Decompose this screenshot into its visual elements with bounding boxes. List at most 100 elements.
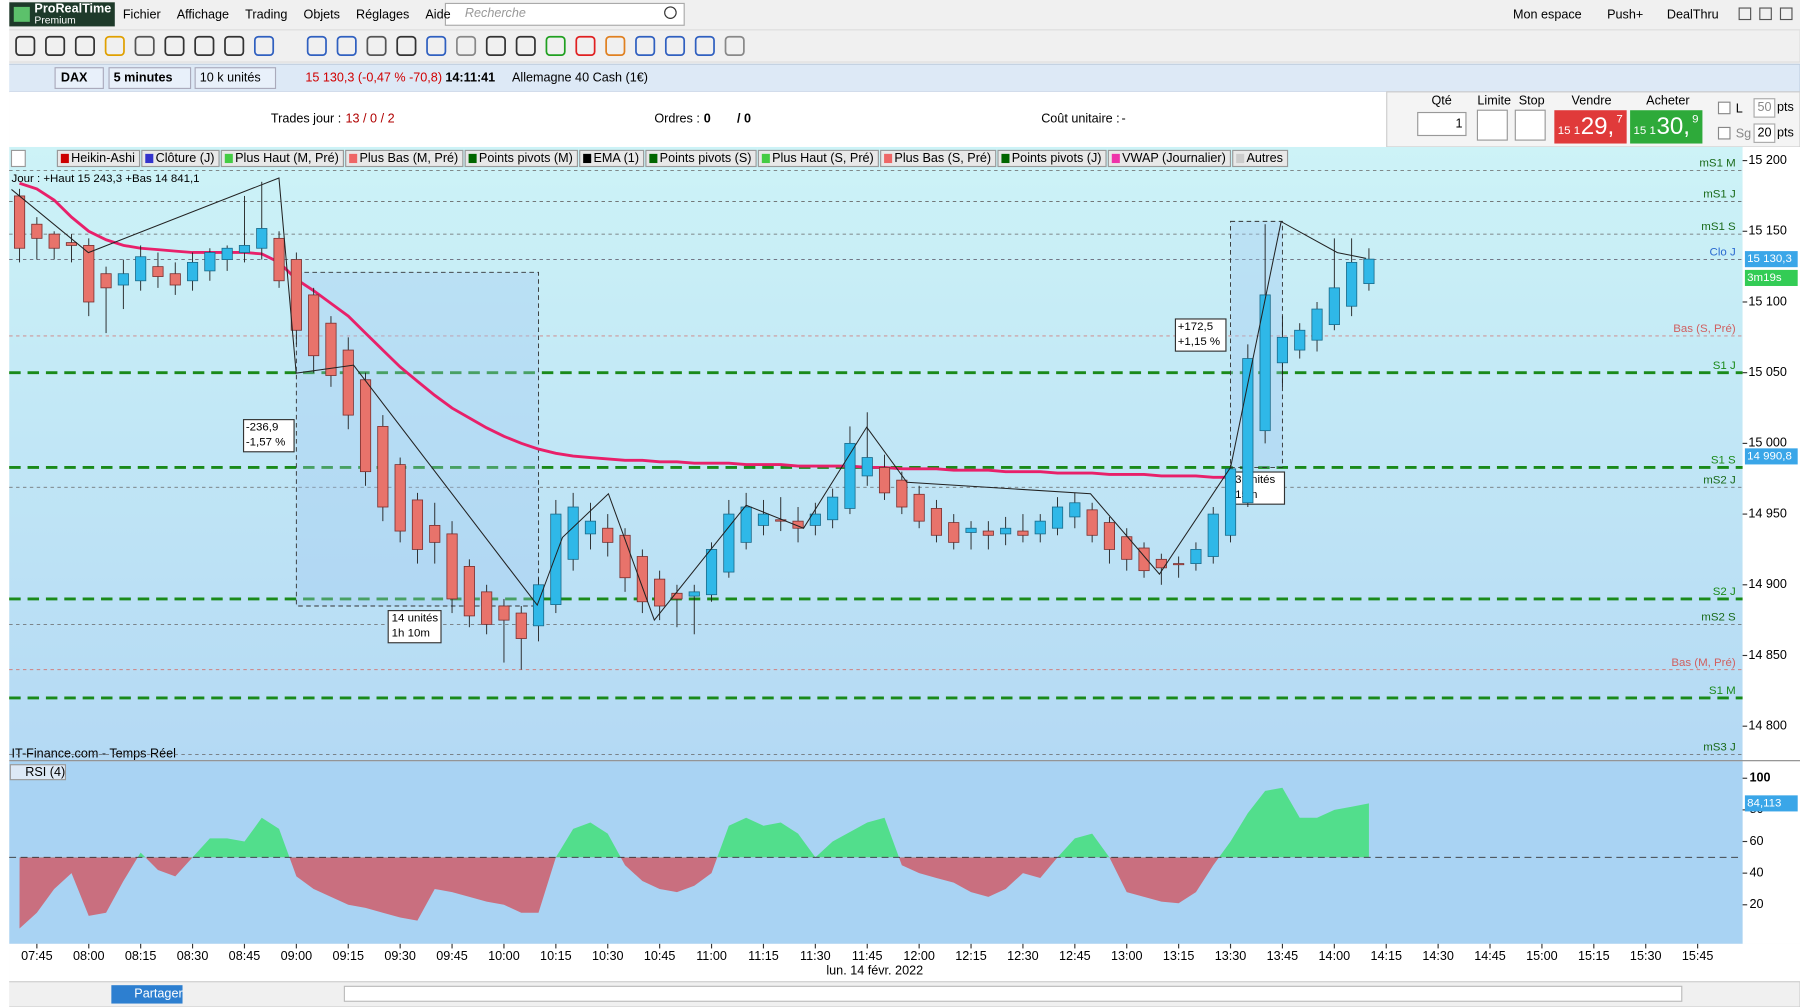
menu-right-item[interactable]: Push+ xyxy=(1607,7,1643,21)
x-tick-label: 14:45 xyxy=(1474,949,1506,963)
level-label: S1 M xyxy=(1709,685,1736,697)
tool-icon[interactable] xyxy=(104,35,125,56)
rsi-tick-label: 60 xyxy=(1749,834,1763,848)
size-select[interactable] xyxy=(194,67,277,89)
tool-icon[interactable] xyxy=(426,35,447,56)
tool-icon[interactable] xyxy=(396,35,417,56)
candle-body xyxy=(584,520,597,535)
indicator-name: Heikin-Ashi xyxy=(71,151,135,165)
candle-body xyxy=(359,379,372,473)
candle-body xyxy=(896,479,908,508)
sell-button[interactable] xyxy=(1554,110,1627,144)
tab-add[interactable] xyxy=(10,149,26,168)
qty-input[interactable] xyxy=(1417,111,1467,137)
menu-item[interactable]: Aide xyxy=(425,7,450,21)
sell-price-c: 7 xyxy=(1616,113,1622,125)
tool-icon[interactable] xyxy=(724,35,745,56)
tool-icon[interactable] xyxy=(336,35,357,56)
tool-icon[interactable] xyxy=(134,35,155,56)
indicator-tab[interactable] xyxy=(1232,149,1289,168)
menu-item[interactable]: Affichage xyxy=(177,7,229,21)
indicator-tab[interactable] xyxy=(464,149,578,168)
sg-input[interactable] xyxy=(1753,123,1776,143)
l-input[interactable] xyxy=(1753,98,1776,118)
candle-body xyxy=(757,513,770,526)
trades: 13 / 0 / 2 xyxy=(346,112,395,126)
candle-body xyxy=(844,442,856,509)
tool-icon[interactable] xyxy=(545,35,566,56)
candle-body xyxy=(1069,502,1081,518)
share-button[interactable] xyxy=(111,985,183,1004)
indicator-tab[interactable] xyxy=(997,149,1107,168)
sg-checkbox[interactable] xyxy=(1717,126,1731,140)
buy-button[interactable] xyxy=(1630,110,1703,144)
menu-item[interactable]: Trading xyxy=(245,7,287,21)
indicator-tab[interactable] xyxy=(56,149,141,168)
timeframe-select[interactable] xyxy=(108,67,192,89)
candle-body xyxy=(982,530,994,536)
indicator-tab[interactable] xyxy=(880,149,997,168)
measure-label: -1,57 % xyxy=(246,437,286,449)
x-tick-label: 13:15 xyxy=(1163,949,1195,963)
limit-button[interactable] xyxy=(1476,109,1508,141)
tool-icon[interactable] xyxy=(694,35,715,56)
tool-icon[interactable] xyxy=(366,35,387,56)
indicator-tab[interactable] xyxy=(1107,149,1231,168)
indicator-name: Plus Bas (S, Pré) xyxy=(894,151,991,165)
search-box[interactable] xyxy=(444,2,685,26)
tool-icon[interactable] xyxy=(635,35,656,56)
measure-info: 1h 10m xyxy=(392,628,430,640)
tool-icon[interactable] xyxy=(605,35,626,56)
tool-icon[interactable] xyxy=(575,35,596,56)
candle-body xyxy=(256,228,268,249)
menu-right-item[interactable]: DealThru xyxy=(1667,7,1719,21)
candle-body xyxy=(827,496,839,521)
symbol-select[interactable] xyxy=(54,67,104,89)
indicator-name: Plus Haut (M, Pré) xyxy=(235,151,339,165)
candle-body xyxy=(221,247,233,260)
window-control[interactable] xyxy=(1779,7,1793,21)
indicator-tab[interactable] xyxy=(579,149,645,168)
tool-icon[interactable] xyxy=(194,35,215,56)
tool-icon[interactable] xyxy=(45,35,66,56)
search-icon[interactable] xyxy=(664,6,677,19)
x-tick-label: 15:15 xyxy=(1578,949,1610,963)
level-label: Bas (S, Pré) xyxy=(1673,323,1736,335)
indicator-swatch xyxy=(349,153,358,164)
indicator-tab[interactable] xyxy=(645,149,757,168)
menu-item[interactable]: Réglages xyxy=(356,7,409,21)
tool-icon[interactable] xyxy=(306,35,327,56)
window-control[interactable] xyxy=(1759,7,1772,21)
measure-info: 3 unités xyxy=(1235,474,1275,486)
indicator-tab[interactable] xyxy=(141,149,220,168)
indicator-tab[interactable] xyxy=(220,149,344,168)
indicator-tab[interactable] xyxy=(757,149,879,168)
candle-body xyxy=(13,195,26,249)
tool-icon[interactable] xyxy=(74,35,95,56)
tool-icon[interactable] xyxy=(15,35,36,56)
tool-icon[interactable] xyxy=(456,35,477,56)
tool-icon[interactable] xyxy=(664,35,686,56)
sell-price-a: 15 1 xyxy=(1558,125,1580,137)
candle-body xyxy=(238,245,251,253)
menu-item[interactable]: Objets xyxy=(304,7,340,21)
candle-body xyxy=(1138,547,1150,572)
tool-icon[interactable] xyxy=(515,35,536,56)
scrollbar[interactable] xyxy=(343,985,1683,1002)
tool-icon[interactable] xyxy=(253,35,275,56)
tool-icon[interactable] xyxy=(164,35,185,56)
menu-item[interactable]: Fichier xyxy=(123,7,161,21)
candle-body xyxy=(463,566,475,617)
indicator-tab[interactable] xyxy=(345,149,464,168)
qty-label: Qté xyxy=(1432,93,1452,107)
tool-icon[interactable] xyxy=(224,35,245,56)
candle-body xyxy=(1103,522,1116,550)
l-checkbox[interactable] xyxy=(1717,101,1731,115)
window-control[interactable] xyxy=(1738,7,1752,21)
quote: 15 130,3 (-0,47 % -70,8) xyxy=(305,70,442,84)
menu-right-item[interactable]: Mon espace xyxy=(1513,7,1582,21)
date-label: lun. 14 févr. 2022 xyxy=(826,964,923,978)
indicator-swatch xyxy=(884,153,893,164)
stop-button[interactable] xyxy=(1514,109,1546,141)
tool-icon[interactable] xyxy=(485,35,506,56)
